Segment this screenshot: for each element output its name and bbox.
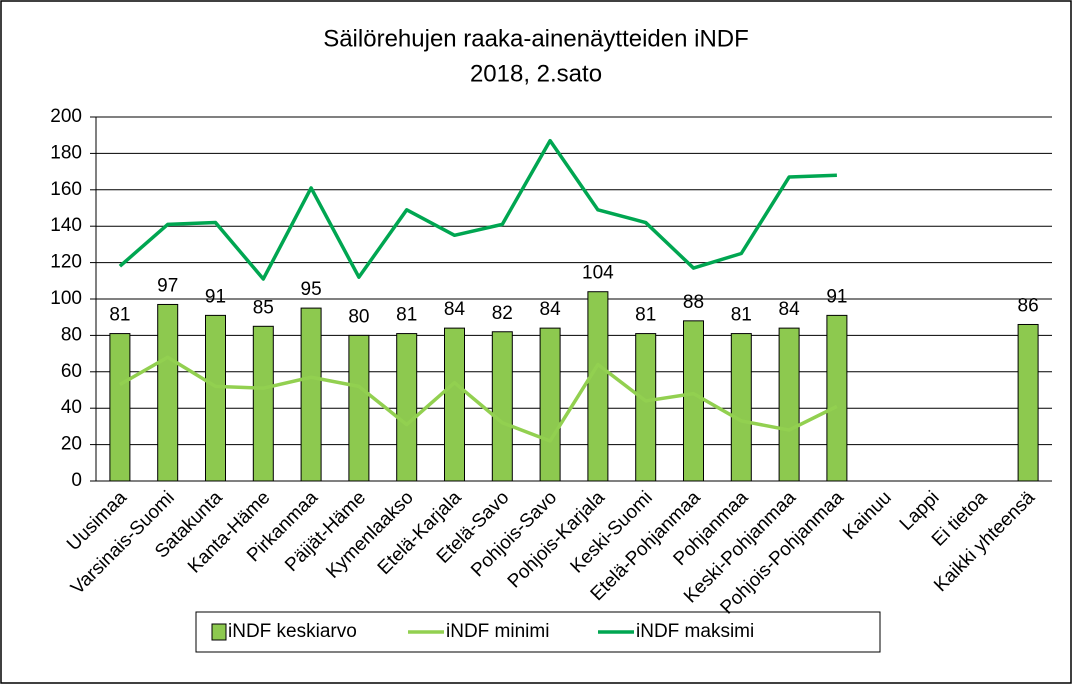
bar	[778, 327, 800, 482]
y-tick-label: 80	[61, 324, 82, 345]
bar	[348, 334, 370, 482]
bar	[635, 333, 657, 482]
data-label: 91	[826, 286, 847, 307]
bar	[157, 303, 179, 482]
bar	[826, 314, 848, 482]
legend-label: iNDF keskiarvo	[228, 621, 357, 642]
bar	[109, 333, 131, 482]
data-label: 82	[492, 303, 513, 324]
bar	[730, 333, 752, 482]
bar	[396, 333, 418, 482]
y-tick-label: 180	[50, 142, 82, 163]
data-label: 84	[540, 299, 562, 320]
legend-label: iNDF minimi	[446, 621, 549, 642]
line	[119, 355, 838, 443]
data-label: 104	[582, 263, 614, 284]
bar	[252, 325, 274, 482]
y-tick-label: 140	[50, 215, 82, 236]
bar	[444, 327, 465, 482]
legend-label: iNDF maksimi	[636, 621, 754, 642]
bar	[205, 314, 226, 482]
data-label: 91	[205, 286, 226, 307]
y-tick-label: 100	[50, 288, 82, 309]
y-tick-label: 40	[61, 397, 82, 418]
data-label: 97	[157, 275, 178, 296]
y-tick-label: 0	[71, 470, 82, 491]
y-tick-label: 120	[50, 252, 82, 273]
data-label: 81	[731, 305, 752, 326]
data-label: 81	[396, 305, 417, 326]
line	[118, 138, 837, 281]
bar	[491, 331, 513, 482]
data-label: 80	[348, 306, 369, 327]
bar	[1017, 323, 1039, 482]
data-label: 85	[253, 297, 274, 318]
legend-swatch	[211, 623, 227, 641]
bar	[300, 307, 322, 482]
data-label: 81	[109, 305, 130, 326]
bar	[683, 320, 704, 482]
legend-box	[195, 611, 881, 653]
chart-title: Säilörehujen raaka-ainenäytteiden iNDF	[323, 25, 749, 52]
bar	[587, 291, 609, 482]
bar	[539, 327, 561, 482]
data-label: 84	[444, 299, 466, 320]
data-label: 95	[301, 279, 322, 300]
data-label: 84	[779, 299, 801, 320]
y-tick-label: 20	[61, 434, 82, 455]
data-label: 88	[683, 292, 704, 313]
data-label: 81	[635, 305, 656, 326]
chart-subtitle: 2018, 2.sato	[470, 60, 602, 87]
y-tick-label: 160	[50, 179, 82, 200]
data-label: 86	[1018, 295, 1039, 316]
y-tick-label: 200	[50, 106, 82, 127]
y-tick-label: 60	[61, 361, 82, 382]
